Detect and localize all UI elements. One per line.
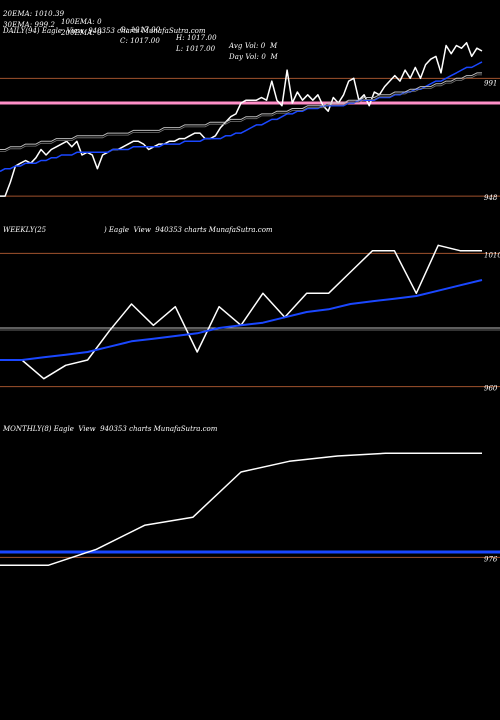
header-100ema: 100EMA: 0: [61, 18, 102, 26]
header-30ema: 30EMA: 999.2: [3, 21, 56, 29]
daily-price-line: [0, 41, 483, 197]
weekly-ema-line: [0, 279, 483, 361]
weekly-ytick-label: 1010: [484, 251, 500, 259]
header-low: L: 1017.00: [176, 45, 216, 53]
header-row1: 20EMA: 1010.39 100EMA: 0 O: 1017.00 H: 1…: [3, 2, 277, 50]
header-200ema: 200EMA: 0: [61, 29, 102, 37]
header-high: H: 1017.00: [176, 34, 217, 42]
daily-ema30-line: [0, 72, 482, 150]
daily-ytick-label: 991: [484, 79, 497, 87]
header-dayvol: Day Vol: 0 M: [229, 53, 278, 61]
daily-panel-label: DAILY(94) Eagle View 940353 charts Munaf…: [3, 27, 206, 35]
monthly-panel-label: MONTHLY(8) Eagle View 940353 charts Muna…: [3, 425, 218, 433]
header-open: O: 1017.00: [120, 26, 161, 34]
weekly-price-line: [0, 244, 482, 380]
monthly-price-line: [0, 452, 482, 567]
header-20ema: 20EMA: 1010.39: [3, 10, 65, 18]
weekly-panel-label: WEEKLY(25 ) Eagle View 940353 charts Mun…: [3, 226, 273, 234]
daily-ytick-label: 948: [484, 194, 498, 202]
daily-ema30-line-shadow: [0, 74, 482, 152]
monthly-ytick-label: 976: [484, 555, 498, 563]
header-avgvol: Avg Vol: 0 M: [229, 42, 278, 50]
weekly-ytick-label: 960: [484, 385, 498, 393]
header-row2: 30EMA: 999.2 200EMA: 0 C: 1017.00 L: 101…: [3, 13, 278, 61]
header-close: C: 1017.00: [120, 37, 160, 45]
